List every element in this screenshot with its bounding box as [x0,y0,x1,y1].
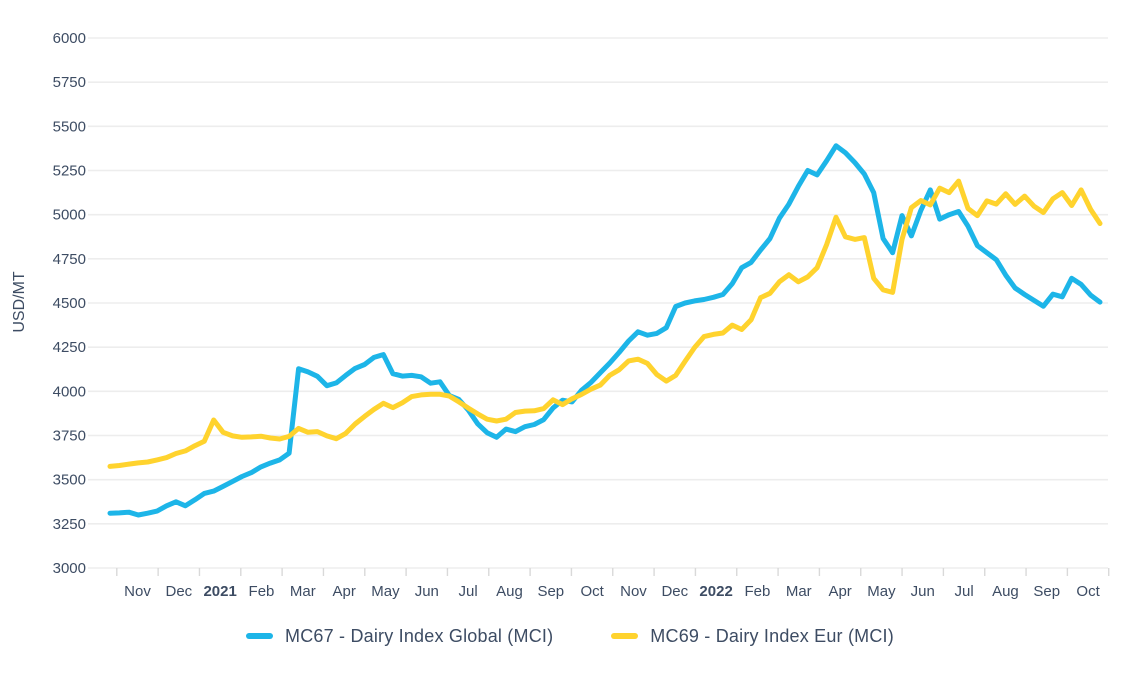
legend-label-mc69: MC69 - Dairy Index Eur (MCI) [650,625,894,646]
x-tick-label-Mar-4: Mar [290,583,316,600]
x-tick-label-Sep-22: Sep [1033,583,1060,600]
y-tick-label-4250: 4250 [53,339,86,356]
legend-swatch-mc69-icon [611,633,639,639]
y-tick-label-3000: 3000 [53,560,86,577]
y-tick-label-4500: 4500 [53,295,86,312]
x-tick-label-Jul-20: Jul [955,583,974,600]
y-tick-label-5500: 5500 [53,118,86,135]
y-tick-label-4000: 4000 [53,383,86,400]
x-tick-label-Feb-3: Feb [249,583,275,600]
x-tick-label-May-6: May [371,583,400,600]
y-tick-label-3750: 3750 [53,428,86,445]
y-tick-label-3250: 3250 [53,516,86,533]
x-tick-label-2022-14: 2022 [699,583,732,600]
x-tick-label-Dec-13: Dec [661,583,688,600]
y-tick-label-5750: 5750 [53,74,86,91]
legend-item-mc67-global[interactable]: MC67 - Dairy Index Global (MCI) [246,626,553,647]
series-line-mc67-global [107,143,1103,518]
x-tick-label-May-18: May [867,583,896,600]
y-tick-label-3500: 3500 [53,472,86,489]
x-tick-label-Oct-11: Oct [580,583,604,600]
x-tick-label-Aug-21: Aug [992,583,1019,600]
y-tick-label-5250: 5250 [53,163,86,180]
x-tick-label-Sep-10: Sep [537,583,564,600]
x-tick-label-Oct-23: Oct [1076,583,1100,600]
x-tick-label-2021-2: 2021 [203,583,236,600]
y-axis-title: USD/MT [11,271,28,333]
legend-item-mc69-eur[interactable]: MC69 - Dairy Index Eur (MCI) [611,626,894,647]
x-tick-label-Nov-0: Nov [124,583,151,600]
y-tick-label-6000: 6000 [53,30,86,47]
series-line-mc69-eur [107,178,1103,469]
x-tick-label-Feb-15: Feb [745,583,771,600]
x-tick-label-Jun-19: Jun [911,583,935,600]
x-tick-label-Apr-5: Apr [332,583,355,600]
x-tick-label-Nov-12: Nov [620,583,647,600]
x-tick-label-Jul-8: Jul [459,583,478,600]
chart-legend: MC67 - Dairy Index Global (MCI) MC69 - D… [0,612,1140,660]
x-tick-label-Aug-9: Aug [496,583,523,600]
x-tick-label-Jun-7: Jun [415,583,439,600]
y-tick-label-5000: 5000 [53,207,86,224]
x-tick-label-Mar-16: Mar [786,583,812,600]
x-tick-label-Apr-17: Apr [828,583,851,600]
legend-label-mc67: MC67 - Dairy Index Global (MCI) [285,625,554,646]
x-tick-label-Dec-1: Dec [165,583,192,600]
y-tick-label-4750: 4750 [53,251,86,268]
legend-swatch-mc67-icon [246,633,274,639]
chart-plot-area: 3000 3250 3500 3750 4000 4250 4500 4750 5000 5250… [11,30,1110,600]
